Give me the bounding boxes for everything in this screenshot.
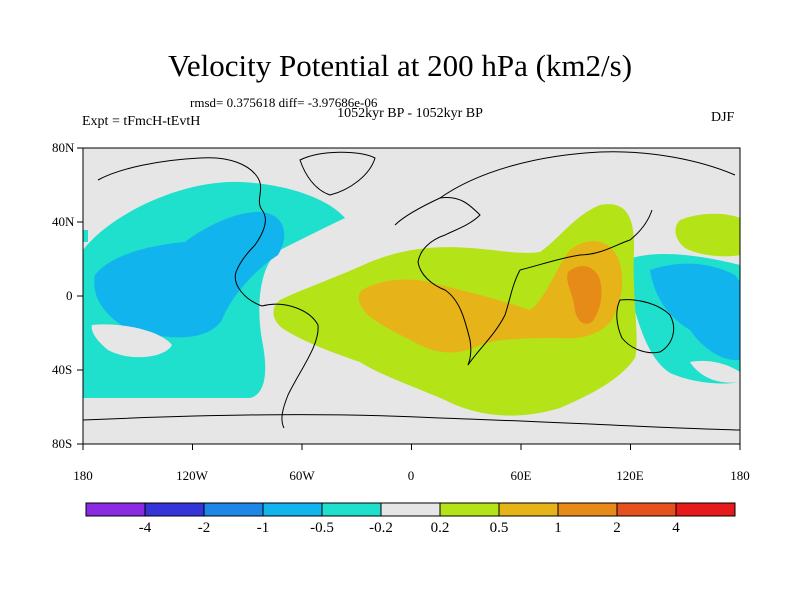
colorbar-box-2 [203,502,264,517]
x-label-60w: 60W [289,468,315,483]
x-label-60e: 60E [510,468,532,483]
y-label-80n: 80N [52,140,75,155]
colorbar-label-8: 2 [613,520,621,536]
y-label-40n: 40N [52,214,75,229]
map-title: Velocity Potential at 200 hPa (km2/s) [167,48,633,83]
colorbar [85,502,736,517]
negative-contours-medium [94,211,740,361]
colorbar-box-7 [498,502,559,517]
colorbar-label-5: 0.2 [430,520,450,536]
colorbar-box-6 [439,502,500,517]
x-label-180e: 180 [730,468,750,483]
neutral-holes [91,324,740,383]
colorbar-label-2: -1 [256,520,270,536]
period-text: 1052kyr BP - 1052kyr BP [337,106,483,121]
colorbar-box-10 [675,502,736,517]
colorbar-box-0 [85,502,146,517]
axis-ticks [77,147,741,450]
x-label-180w: 180 [73,468,93,483]
colorbar-label-4: -0.2 [369,520,393,536]
y-label-0: 0 [66,288,73,303]
colorbar-box-5 [380,502,441,517]
colorbar-label-1: -2 [197,520,211,536]
colorbar-box-9 [616,502,677,517]
colorbar-box-1 [144,502,205,517]
coastlines [82,151,741,431]
colorbar-box-4 [321,502,382,517]
colorbar-label-3: -0.5 [310,520,334,536]
experiment-text: Expt = tFmcH-tEvtH [82,114,201,129]
positive-contours-orange [567,266,602,324]
positive-contours-light-orange [358,241,623,353]
colorbar-label-9: 4 [672,520,680,536]
x-label-120w: 120W [176,468,208,483]
stats-text: rmsd= 0.375618 diff= -3.97686e-06 [190,95,378,110]
season-text: DJF [711,110,735,125]
colorbar-box-8 [557,502,618,517]
y-label-40s: 40S [52,362,73,377]
colorbar-label-7: 1 [554,520,562,536]
colorbar-box-3 [262,502,323,517]
x-label-0: 0 [407,468,415,483]
y-label-80s: 80S [52,436,73,451]
x-label-120e: 120E [616,468,644,483]
colorbar-label-0: -4 [138,520,152,536]
colorbar-label-6: 0.5 [489,520,509,536]
